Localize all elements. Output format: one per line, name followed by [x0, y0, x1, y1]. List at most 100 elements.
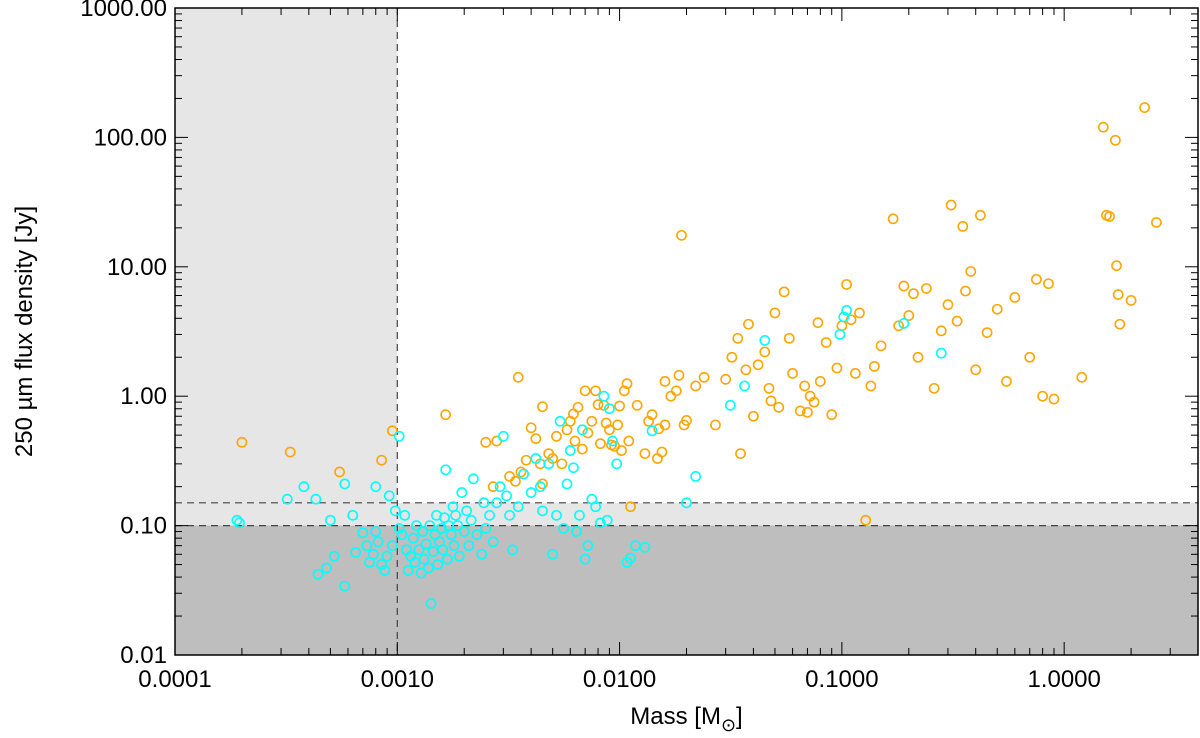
orange-data-point [440, 409, 452, 421]
cyan-data-point [420, 538, 432, 550]
orange-data-point [480, 436, 492, 448]
orange-data-point [965, 266, 977, 277]
x-tick-label: 0.0010 [361, 666, 434, 693]
cyan-data-point [571, 526, 582, 537]
orange-data-point [284, 446, 296, 458]
cyan-data-point [564, 445, 576, 456]
orange-data-point [600, 417, 612, 429]
cyan-data-point [339, 580, 351, 592]
cyan-data-point [393, 523, 405, 534]
orange-data-point [831, 362, 843, 374]
orange-data-point [604, 424, 615, 436]
cyan-data-point [497, 430, 509, 442]
orange-data-point [236, 436, 248, 448]
x-tick-label: 0.1000 [805, 666, 878, 693]
orange-data-point [802, 406, 813, 418]
orange-data-point [639, 448, 651, 460]
cyan-data-point [458, 526, 470, 537]
orange-data-point [975, 209, 986, 221]
orange-data-point [612, 419, 624, 431]
orange-data-point [690, 380, 702, 392]
orange-data-point [845, 314, 857, 326]
orange-data-point [537, 478, 548, 490]
cyan-data-point [399, 509, 411, 521]
orange-data-point [576, 443, 588, 455]
orange-data-point [579, 385, 591, 397]
cyan-data-point [604, 403, 615, 415]
orange-data-point [525, 422, 537, 434]
orange-data-point [836, 320, 848, 332]
orange-data-point [586, 415, 598, 427]
cyan-data-point [234, 517, 245, 529]
orange-data-point [769, 307, 781, 319]
orange-data-point [875, 340, 887, 352]
orange-data-point [1024, 351, 1036, 363]
y-axis-label: 250 µm flux density [Jy] [11, 206, 38, 457]
orange-data-point [1104, 211, 1115, 222]
orange-data-point [665, 390, 677, 402]
orange-data-point [510, 475, 521, 487]
orange-data-point [556, 458, 568, 470]
orange-data-point [778, 286, 790, 298]
cyan-data-point [424, 520, 436, 531]
y-tick-label: 0.10 [120, 513, 167, 540]
cyan-data-point [639, 541, 651, 553]
cyan-data-point [579, 553, 591, 565]
cyan-data-point [396, 529, 408, 541]
cyan-data-point [607, 435, 618, 447]
cyan-data-point [646, 425, 658, 437]
cyan-data-point [441, 553, 453, 565]
cyan-data-point [281, 493, 293, 505]
cyan-data-point [504, 509, 515, 521]
y-tick-label: 0.01 [120, 642, 167, 669]
orange-data-point [504, 471, 515, 482]
cyan-data-point [376, 559, 388, 570]
cyan-data-point [576, 424, 588, 436]
cyan-data-point [471, 529, 483, 541]
orange-data-point [491, 435, 503, 447]
cyan-data-point [739, 380, 750, 392]
x-tick-labels: 0.0001 0.0010 0.0100 0.1000 1.0000 [138, 666, 1101, 693]
orange-data-point [614, 400, 625, 412]
orange-data-point [912, 351, 924, 363]
orange-data-point [1109, 134, 1121, 146]
cyan-data-point [328, 550, 340, 562]
orange-data-point [865, 380, 877, 392]
orange-data-point [1114, 318, 1126, 330]
reference-lines [175, 8, 1198, 655]
cyan-data-point [759, 334, 771, 346]
orange-data-point [748, 410, 759, 422]
orange-data-point [551, 430, 562, 442]
cyan-data-point [367, 548, 379, 560]
cyan-data-point [838, 311, 850, 323]
orange-data-point [763, 382, 775, 394]
cyan-data-point [491, 497, 503, 509]
orange-data-point [951, 315, 963, 327]
cyan-data-point [551, 509, 562, 521]
cyan-data-point [480, 523, 492, 534]
data-points [231, 102, 1162, 609]
cyan-data-point [381, 550, 393, 562]
orange-data-point [659, 419, 671, 431]
cyan-data-point [543, 458, 555, 470]
cyan-data-point [598, 390, 610, 402]
orange-data-point [920, 283, 932, 294]
cyan-data-point [595, 517, 606, 529]
orange-data-point [520, 454, 532, 466]
orange-data-point [945, 199, 957, 211]
cyan-data-point [370, 481, 382, 493]
orange-data-point [893, 320, 905, 332]
orange-data-point [957, 221, 969, 232]
cyan-data-point [389, 505, 401, 517]
orange-data-point [1076, 371, 1088, 383]
orange-data-point [487, 481, 499, 493]
orange-data-point [710, 419, 721, 431]
cyan-data-point [436, 523, 447, 534]
cyan-data-point [310, 493, 322, 505]
y-tick-label: 1.00 [120, 383, 167, 410]
y-tick-label: 10.00 [107, 254, 167, 281]
cyan-data-point [463, 540, 475, 552]
cyan-data-point [518, 468, 529, 480]
orange-data-point [935, 325, 947, 337]
